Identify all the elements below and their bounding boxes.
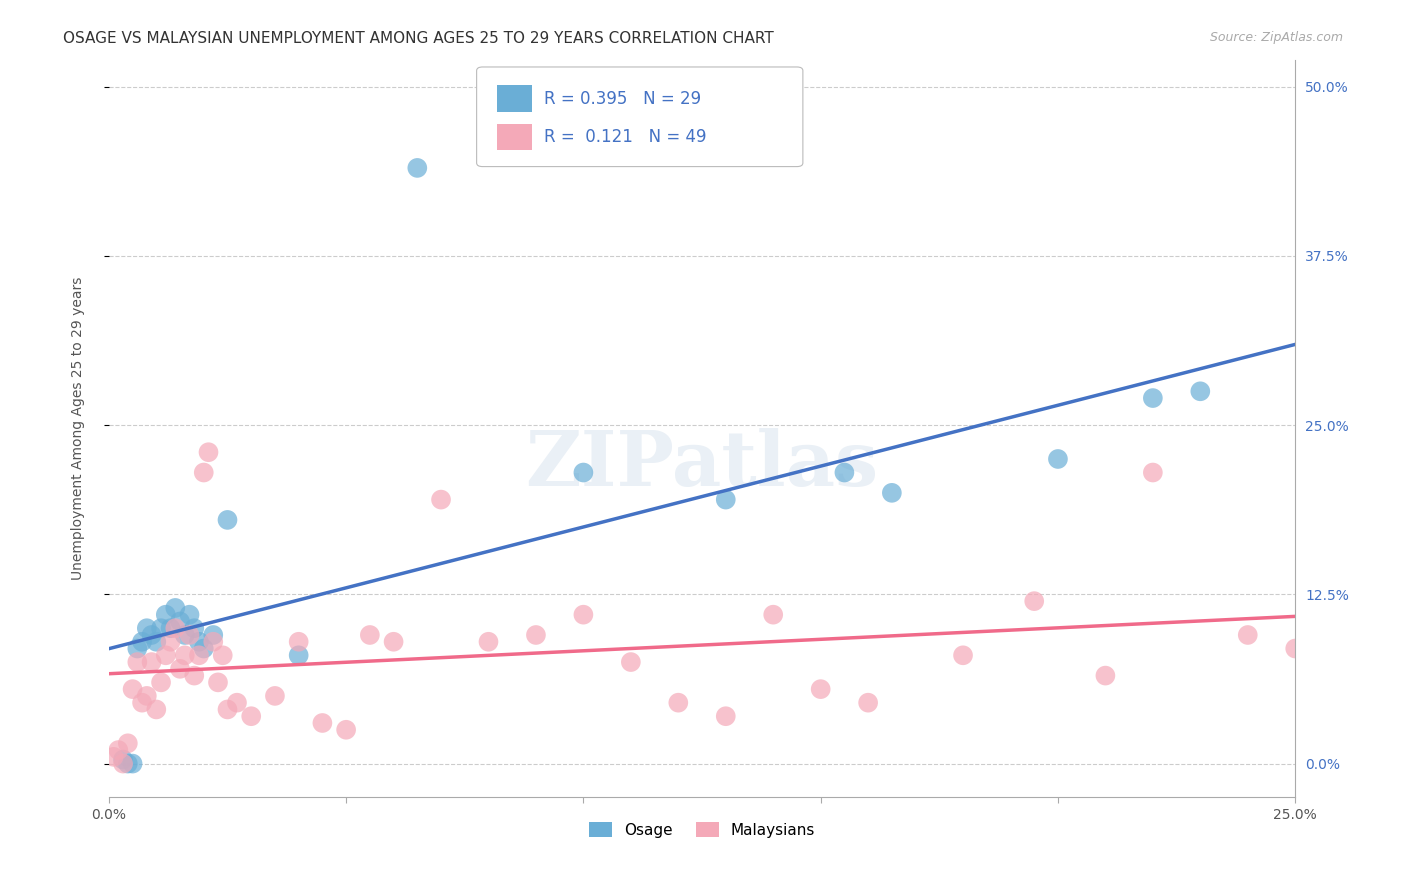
Point	[217, 513, 239, 527]
Point	[188, 634, 211, 648]
Point	[173, 628, 195, 642]
Point	[117, 736, 139, 750]
Point	[131, 696, 153, 710]
Point	[666, 696, 689, 710]
Point	[183, 668, 205, 682]
Point	[834, 466, 856, 480]
Point	[179, 607, 201, 622]
Point	[1094, 668, 1116, 682]
Point	[714, 709, 737, 723]
Point	[112, 756, 135, 771]
Point	[169, 662, 191, 676]
Point	[810, 682, 832, 697]
Point	[382, 634, 405, 648]
FancyBboxPatch shape	[496, 86, 533, 112]
Point	[1284, 641, 1306, 656]
FancyBboxPatch shape	[496, 124, 533, 151]
Point	[1142, 391, 1164, 405]
Point	[287, 648, 309, 663]
Point	[179, 628, 201, 642]
Point	[952, 648, 974, 663]
Point	[141, 628, 163, 642]
Text: Source: ZipAtlas.com: Source: ZipAtlas.com	[1209, 31, 1343, 45]
Point	[159, 621, 181, 635]
Point	[103, 749, 125, 764]
Point	[121, 682, 143, 697]
Point	[1142, 466, 1164, 480]
Point	[207, 675, 229, 690]
Point	[1189, 384, 1212, 399]
Point	[169, 615, 191, 629]
Point	[202, 628, 225, 642]
Point	[1024, 594, 1046, 608]
Point	[131, 634, 153, 648]
Point	[145, 702, 167, 716]
Point	[359, 628, 381, 642]
Text: R =  0.121   N = 49: R = 0.121 N = 49	[544, 128, 707, 146]
Point	[112, 753, 135, 767]
Point	[202, 634, 225, 648]
Point	[150, 675, 173, 690]
Text: ZIPatlas: ZIPatlas	[526, 428, 879, 502]
Point	[1046, 452, 1069, 467]
Point	[240, 709, 263, 723]
Point	[311, 716, 333, 731]
Point	[264, 689, 287, 703]
Point	[477, 634, 499, 648]
Point	[762, 607, 785, 622]
FancyBboxPatch shape	[477, 67, 803, 167]
Point	[165, 601, 187, 615]
Point	[287, 634, 309, 648]
Point	[150, 621, 173, 635]
Point	[856, 696, 879, 710]
Point	[217, 702, 239, 716]
Point	[155, 607, 177, 622]
Point	[188, 648, 211, 663]
Point	[193, 466, 215, 480]
Point	[183, 621, 205, 635]
Point	[197, 445, 219, 459]
Point	[406, 161, 429, 175]
Y-axis label: Unemployment Among Ages 25 to 29 years: Unemployment Among Ages 25 to 29 years	[72, 277, 86, 580]
Point	[880, 486, 903, 500]
Point	[226, 696, 249, 710]
Point	[165, 621, 187, 635]
Point	[173, 648, 195, 663]
Point	[524, 628, 547, 642]
Point	[572, 466, 595, 480]
Point	[1236, 628, 1258, 642]
Point	[430, 492, 453, 507]
Point	[572, 607, 595, 622]
Point	[107, 743, 129, 757]
Point	[155, 648, 177, 663]
Point	[117, 756, 139, 771]
Point	[714, 492, 737, 507]
Point	[193, 641, 215, 656]
Legend: Osage, Malaysians: Osage, Malaysians	[581, 814, 823, 845]
Point	[145, 634, 167, 648]
Point	[620, 655, 643, 669]
Point	[141, 655, 163, 669]
Point	[211, 648, 233, 663]
Text: R = 0.395   N = 29: R = 0.395 N = 29	[544, 90, 702, 108]
Point	[127, 641, 149, 656]
Text: OSAGE VS MALAYSIAN UNEMPLOYMENT AMONG AGES 25 TO 29 YEARS CORRELATION CHART: OSAGE VS MALAYSIAN UNEMPLOYMENT AMONG AG…	[63, 31, 775, 46]
Point	[127, 655, 149, 669]
Point	[159, 634, 181, 648]
Point	[135, 621, 157, 635]
Point	[121, 756, 143, 771]
Point	[335, 723, 357, 737]
Point	[135, 689, 157, 703]
